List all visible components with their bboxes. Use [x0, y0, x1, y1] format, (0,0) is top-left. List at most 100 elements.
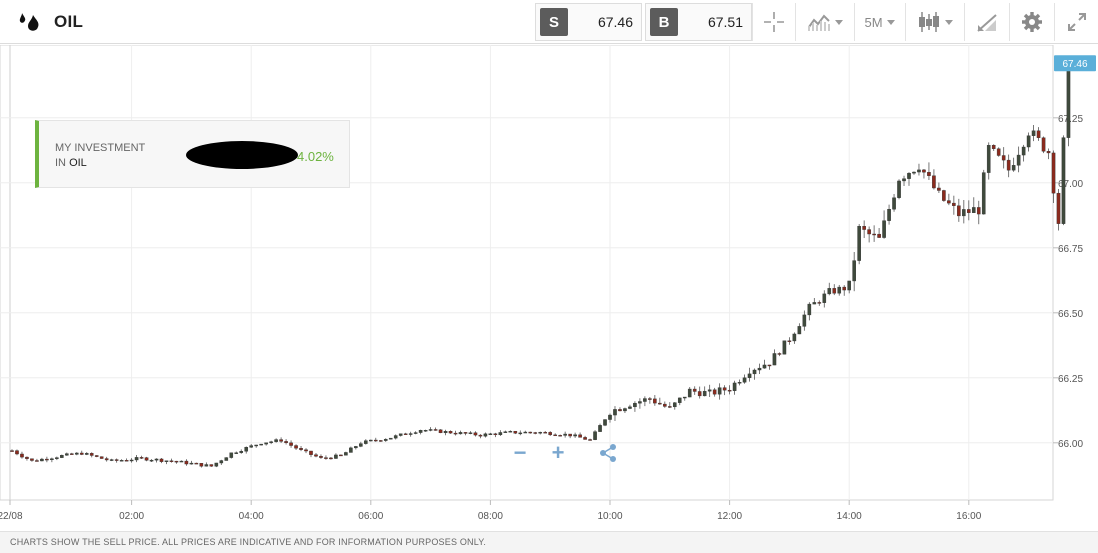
- candle-body: [583, 437, 587, 440]
- candle-body: [229, 452, 234, 458]
- candle-body: [94, 455, 99, 457]
- candle-body: [877, 233, 881, 238]
- y-tick-label: 66.50: [1058, 309, 1083, 320]
- candle-body: [737, 382, 742, 384]
- crosshair-button[interactable]: [752, 3, 794, 41]
- fullscreen-button[interactable]: [1054, 3, 1098, 41]
- candle-body: [752, 369, 757, 375]
- candle-body: [239, 451, 244, 453]
- candle-body: [722, 387, 727, 391]
- buy-label: B: [650, 8, 678, 36]
- candle-body: [224, 457, 229, 461]
- candle-body: [443, 431, 448, 434]
- candle-body: [393, 435, 398, 439]
- candle-body: [1016, 154, 1021, 166]
- candle-body: [732, 382, 737, 391]
- candle-body: [957, 205, 961, 217]
- candle-body: [717, 387, 722, 395]
- candle-body: [513, 430, 518, 434]
- disclaimer-text: CHARTS SHOW THE SELL PRICE. ALL PRICES A…: [10, 537, 487, 547]
- candle-body: [324, 457, 328, 459]
- candle-body: [264, 442, 268, 445]
- candle-body: [334, 454, 338, 459]
- candle-body: [573, 434, 577, 437]
- candle-body: [967, 209, 971, 213]
- candle-body: [418, 430, 423, 433]
- candle-body: [727, 389, 732, 392]
- candle-body: [523, 431, 528, 434]
- candle-body: [319, 456, 323, 458]
- zoom-out-button[interactable]: −: [513, 440, 527, 465]
- candle-body: [668, 406, 672, 408]
- candle-body: [84, 453, 89, 455]
- candle-body: [254, 444, 258, 447]
- candle-body: [214, 462, 219, 467]
- chevron-down-icon: [944, 19, 953, 25]
- candle-body: [757, 367, 762, 371]
- candle-body: [179, 460, 184, 463]
- candle-body: [568, 433, 572, 437]
- candle-body: [563, 433, 567, 436]
- candle-body: [697, 391, 702, 397]
- candle-body: [30, 458, 34, 461]
- candle-body: [777, 353, 782, 355]
- candle-body: [329, 457, 333, 460]
- candle-body: [912, 171, 916, 174]
- candle-body: [189, 462, 194, 465]
- candle-body: [648, 398, 652, 400]
- x-tick-label: 02:00: [119, 511, 144, 522]
- drawing-tools-button[interactable]: [964, 3, 1008, 41]
- candle-body: [468, 432, 473, 434]
- chart-type-button[interactable]: [795, 3, 853, 41]
- candle-body: [269, 441, 273, 443]
- candle-body: [598, 425, 602, 432]
- candle-style-button[interactable]: [905, 3, 963, 41]
- x-tick-label: 12:00: [717, 511, 742, 522]
- buy-price: 67.51: [707, 14, 743, 30]
- candle-body: [15, 450, 19, 455]
- candle-body: [797, 326, 802, 335]
- candle-body: [154, 458, 159, 461]
- candle-body: [413, 432, 418, 434]
- y-tick-label: 67.25: [1058, 114, 1083, 125]
- candle-body: [672, 402, 677, 408]
- candle-body: [339, 454, 343, 457]
- candle-body: [842, 286, 847, 291]
- settings-button[interactable]: [1009, 3, 1053, 41]
- candle-body: [867, 229, 871, 235]
- candle-body: [638, 401, 642, 404]
- candle-body: [1056, 192, 1061, 224]
- candle-body: [747, 373, 752, 378]
- candle-body: [1046, 151, 1051, 154]
- candle-body: [209, 464, 214, 467]
- candle-body: [518, 432, 523, 435]
- candle-body: [373, 439, 378, 442]
- candle-body: [952, 202, 956, 206]
- investment-card[interactable]: MY INVESTMENT IN OIL 4.02%: [35, 120, 350, 188]
- buy-price-button[interactable]: B 67.51: [645, 3, 752, 41]
- candle-body: [1001, 155, 1006, 161]
- candle-body: [174, 460, 179, 463]
- candle-body: [687, 388, 692, 398]
- candle-body: [144, 457, 149, 461]
- y-tick-label: 66.25: [1058, 374, 1083, 385]
- candle-body: [493, 433, 498, 436]
- share-button[interactable]: [590, 438, 626, 468]
- zoom-in-button[interactable]: +: [551, 440, 565, 465]
- candle-body: [762, 364, 767, 369]
- candle-body: [927, 172, 931, 176]
- y-tick-label: 67.00: [1058, 179, 1083, 190]
- crosshair-icon: [763, 12, 784, 32]
- candle-body: [69, 453, 74, 455]
- sell-price-button[interactable]: S 67.46: [535, 3, 642, 41]
- candle-body: [159, 458, 164, 462]
- candle-body: [653, 398, 657, 404]
- candle-body: [483, 433, 488, 437]
- candle-body: [712, 389, 717, 395]
- timeframe-selector[interactable]: 5M: [854, 3, 904, 41]
- redacted-amount: [186, 141, 298, 169]
- candle-body: [10, 450, 14, 452]
- candle-body: [692, 388, 697, 392]
- candle-body: [40, 458, 44, 462]
- candle-body: [284, 441, 288, 444]
